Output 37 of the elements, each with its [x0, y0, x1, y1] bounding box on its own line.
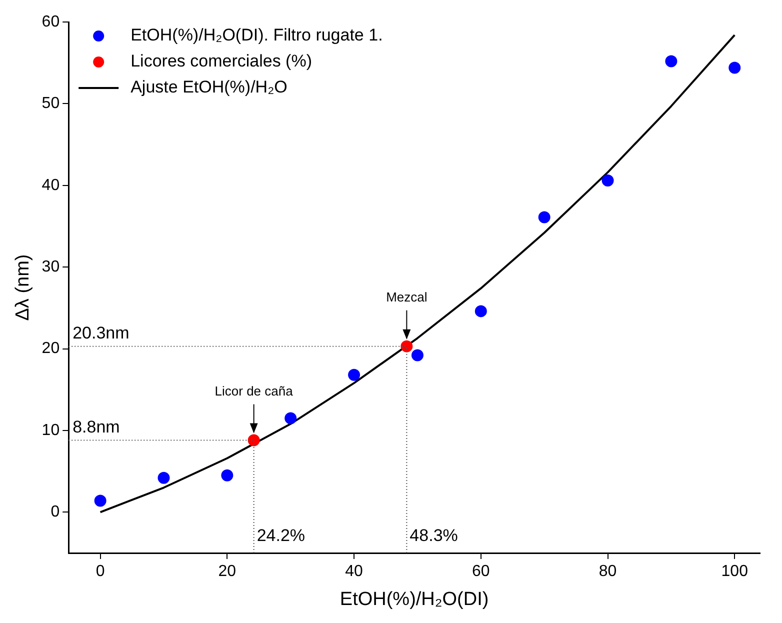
point: [158, 472, 170, 484]
y-tick-label: 20: [42, 340, 60, 358]
point: [400, 340, 413, 352]
point: [248, 434, 260, 446]
ref-line-label: 8.8nm: [72, 417, 120, 436]
x-tick-label: 100: [721, 563, 748, 580]
point: [728, 62, 741, 74]
point: [94, 494, 106, 507]
x-tick-label: 40: [345, 563, 364, 580]
y-axis-title: Δλ (nm): [12, 254, 34, 321]
point: [411, 349, 424, 362]
x-tick-label: 20: [218, 563, 236, 580]
point: [474, 305, 487, 318]
y-tick-label: 0: [50, 504, 60, 521]
ref-line-label: 20.3nm: [72, 324, 130, 343]
ref-line-label: 48.3%: [410, 526, 458, 546]
point: [665, 55, 678, 68]
y-tick-label: 60: [42, 13, 60, 30]
y-tick-label: 50: [42, 95, 60, 112]
y-tick-label: 10: [42, 422, 60, 439]
annotation: Mezcal: [386, 289, 428, 304]
ref-line-label: 24.2%: [256, 526, 306, 546]
x-tick-label: 0: [96, 563, 105, 580]
x-tick-label: 80: [598, 563, 617, 580]
x-axis-title: EtOH(%)/H₂O(DI): [340, 588, 489, 610]
annotation: Licor de caña: [214, 383, 294, 398]
legend-label: Licores comerciales (%): [130, 52, 312, 71]
point: [284, 412, 297, 424]
y-tick-label: 30: [42, 258, 60, 276]
x-tick-label: 60: [472, 563, 490, 580]
point: [538, 211, 550, 224]
point: [348, 368, 360, 381]
legend-label: EtOH(%)/H₂O(DI). Filtro rugate 1.: [130, 26, 383, 45]
point: [221, 469, 234, 482]
point: [602, 174, 614, 186]
legend-label: Ajuste EtOH(%)/H₂O: [130, 78, 288, 97]
y-tick-label: 40: [42, 176, 60, 194]
